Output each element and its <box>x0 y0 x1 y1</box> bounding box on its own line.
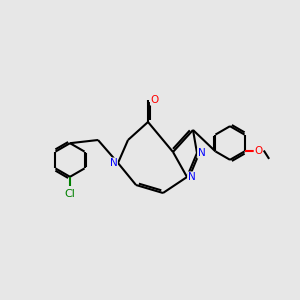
Text: O: O <box>254 146 262 156</box>
Text: O: O <box>151 95 159 105</box>
Text: Cl: Cl <box>64 189 75 199</box>
Text: N: N <box>198 148 206 158</box>
Text: N: N <box>110 158 117 168</box>
Text: N: N <box>188 172 195 182</box>
